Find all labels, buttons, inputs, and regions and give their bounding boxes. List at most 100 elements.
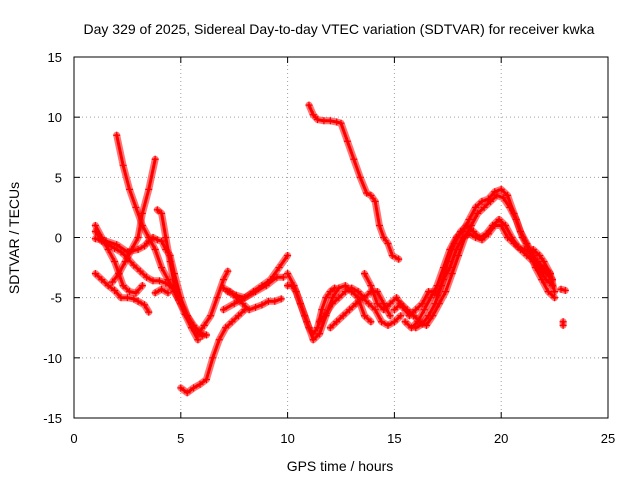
data-point-marker [326,117,334,125]
data-point-marker [157,209,166,218]
data-point-marker [102,237,110,245]
data-series-track-5 [113,131,211,339]
data-point-marker [251,303,260,311]
data-point-marker [397,312,405,320]
data-point-marker [177,384,185,392]
data-point-marker [213,294,221,302]
data-point-marker [365,300,373,308]
data-point-marker [196,380,204,388]
data-point-marker [113,241,121,249]
data-point-marker [110,257,119,266]
data-point-marker [222,324,230,332]
data-point-marker [132,203,140,212]
x-tick-label: 20 [494,431,508,446]
data-point-marker [202,331,211,339]
x-tick-label: 25 [601,431,615,446]
data-point-marker [194,336,202,344]
data-point-marker [463,221,471,230]
data-point-marker [318,306,326,314]
data-point-marker [200,321,208,329]
data-series-track-25 [557,285,569,295]
data-point-marker [536,266,544,274]
data-point-marker [140,301,149,309]
data-point-marker [348,284,356,292]
data-point-marker [151,155,159,163]
data-point-marker [504,191,512,199]
data-point-marker [345,306,354,314]
data-point-marker [497,221,505,230]
series-trace-core [318,286,392,324]
data-point-marker [313,115,322,124]
series-trace-core [110,157,157,284]
data-point-marker [442,288,450,296]
data-point-marker [309,336,317,344]
data-point-marker [119,161,127,169]
data-point-marker [322,294,330,302]
data-point-marker [333,118,341,126]
y-tick-label: 5 [55,170,62,185]
data-series-track-18 [326,294,405,332]
data-point-marker [110,286,119,295]
data-point-marker [284,270,292,278]
data-point-marker [125,288,134,296]
data-point-marker [510,209,518,218]
data-point-marker [157,285,166,293]
data-point-marker [459,233,467,242]
series-trace-core [155,208,181,300]
data-point-marker [219,276,228,284]
data-point-marker [264,297,272,305]
data-point-marker [145,308,153,316]
data-point-marker [215,336,223,344]
data-point-marker [371,306,379,314]
data-point-marker [91,227,99,236]
data-point-marker [457,227,465,236]
data-point-marker [219,306,228,314]
data-point-marker [207,312,215,320]
data-point-marker [234,312,243,320]
data-point-marker [367,282,375,290]
data-point-marker [491,221,499,230]
data-point-marker [91,235,99,243]
data-point-marker [91,221,99,230]
data-point-marker [480,203,488,212]
data-point-marker [420,306,428,314]
data-point-marker [373,300,381,308]
y-tick-label: -15 [43,411,62,426]
data-series-track-9 [177,306,249,397]
data-point-marker [424,312,433,320]
data-point-marker [251,288,260,296]
data-point-marker [412,306,420,314]
data-point-marker [241,294,249,302]
data-series-track-1 [91,270,153,316]
data-point-marker [380,306,388,314]
data-point-marker [403,306,411,314]
data-point-marker [352,300,360,308]
data-point-marker [335,284,343,292]
x-axis-label: GPS time / hours [287,458,394,474]
data-point-marker [108,278,117,286]
data-point-marker [190,321,198,329]
data-series-track-7 [151,285,172,297]
data-point-marker [328,300,337,308]
data-point-marker [113,131,121,139]
data-point-marker [471,203,480,212]
data-series-track-26 [559,318,567,329]
data-point-marker [166,257,174,266]
data-point-marker [296,300,305,308]
data-point-marker [183,312,191,320]
data-point-marker [431,300,439,308]
data-point-marker [356,173,364,181]
data-point-marker [427,294,435,302]
x-tick-label: 0 [70,431,77,446]
data-point-marker [177,300,185,308]
data-point-marker [452,245,460,254]
data-point-marker [145,185,153,193]
data-point-marker [412,324,420,332]
data-point-marker [504,233,512,242]
data-point-marker [138,209,146,218]
data-point-marker [418,320,426,328]
data-point-marker [128,245,136,254]
data-point-marker [343,137,352,145]
data-point-marker [360,312,369,320]
